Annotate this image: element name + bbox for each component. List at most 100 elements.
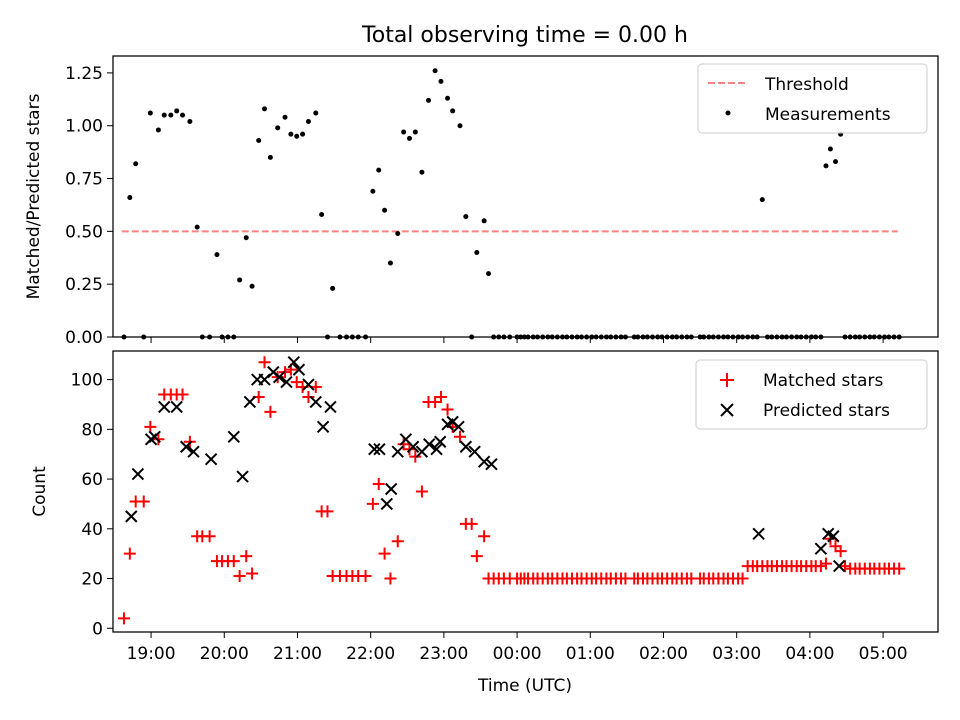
measurement-point [313,110,319,116]
predicted-star-point [292,363,306,376]
count-x-tick-label: 05:00 [859,644,908,664]
legend-predicted-swatch [720,403,734,417]
measurement-point [370,188,376,194]
ratio-y-tick-label: 0.50 [65,222,103,242]
predicted-star-point [309,395,322,409]
count-x-tick-label: 04:00 [785,644,834,664]
predicted-star-point [434,435,447,448]
measurement-point [445,95,451,101]
measurement-point [262,106,268,112]
measurement-point [481,218,487,224]
predicted-star-point [316,420,330,434]
measurement-point [759,197,765,203]
matched-star-point [372,478,385,491]
predicted-star-point [302,378,315,391]
predicted-star-point [430,443,443,456]
measurement-point [275,125,281,131]
measurement-point [155,127,161,133]
measurement-point [426,97,432,103]
matched-star-point [137,495,150,508]
measurement-point [319,211,325,217]
predicted-star-point [827,530,840,543]
matched-star-point [176,388,189,401]
measurement-point [256,138,262,144]
predicted-star-point [485,457,498,471]
measurement-point [147,110,153,116]
predicted-star-point [280,375,293,389]
matched-star-point [144,420,157,433]
measurement-point [387,260,393,266]
ratio-y-tick-label: 0.00 [65,328,103,348]
count-x-tick-label: 22:00 [346,644,395,664]
predicted-star-point [187,445,200,458]
count-y-tick-label: 0 [92,619,103,639]
predicted-star-point [380,497,393,511]
measurement-point [463,214,469,220]
predicted-star-point [373,443,386,456]
matched-star-point [233,570,246,583]
matched-star-point [258,356,271,369]
matched-star-point [321,505,334,518]
measurement-point [282,114,288,120]
matched-star-point [123,547,136,560]
predicted-star-point [236,470,249,483]
predicted-star-point [477,455,491,468]
measurement-point [288,131,294,137]
measurement-point [214,252,220,258]
matched-star-point [246,567,259,580]
ratio-y-tick-label: 1.25 [65,64,103,84]
matched-star-point [434,391,447,404]
matched-star-point [203,530,216,543]
matched-star-point [839,560,852,573]
matched-star-point [391,535,404,548]
measurement-point [412,129,418,135]
x-axis-label: Time (UTC) [477,676,572,696]
predicted-star-point [468,445,481,458]
measurement-point [419,169,425,175]
count-plot-frame [112,350,939,633]
ratio-ticks: 0.00 0.25 0.50 0.75 1.00 1.25 [65,64,884,348]
ratio-y-tick-label: 0.75 [65,170,103,190]
predicted-star-point [179,440,193,453]
predicted-star-point [287,355,301,369]
measurement-point [833,159,839,165]
predicted-star-point [131,467,145,481]
predicted-star-point [204,452,218,466]
predicted-star-point [752,527,765,540]
count-x-tick-label: 23:00 [419,644,468,664]
count-x-tick-label: 20:00 [200,644,249,664]
legend-threshold-label: Threshold [764,75,849,95]
predicted-star-point [368,443,381,456]
predicted-star-point [406,440,420,453]
ratio-legend-box [697,63,928,134]
predicted-star-point [125,510,138,523]
measurement-point [243,235,249,241]
ratio-plot-frame [112,55,939,338]
predicted-star-point [227,430,240,443]
measurement-point [127,195,133,201]
matched-star-point [470,550,483,563]
matched-star-point [384,572,397,585]
count-y-tick-label: 100 [71,371,103,391]
measurement-point [438,78,444,84]
matched-stars-points [117,356,906,625]
measurement-point [376,167,382,173]
matched-star-point [736,572,749,585]
matched-star-point [415,485,428,498]
predicted-star-point [459,440,473,453]
matched-star-point [834,545,847,558]
predicted-stars-points [125,355,846,573]
matched-star-point [409,450,422,463]
matched-star-point [366,497,379,510]
predicted-star-point [391,445,404,458]
measurement-point [168,112,174,118]
measurement-point [237,277,243,283]
measurement-point [382,207,388,213]
predicted-star-point [148,430,161,443]
matched-star-point [227,555,240,568]
count-x-tick-label: 03:00 [712,644,761,664]
count-x-tick-label: 01:00 [566,644,615,664]
predicted-star-point [243,395,257,409]
matched-star-point [819,557,832,570]
